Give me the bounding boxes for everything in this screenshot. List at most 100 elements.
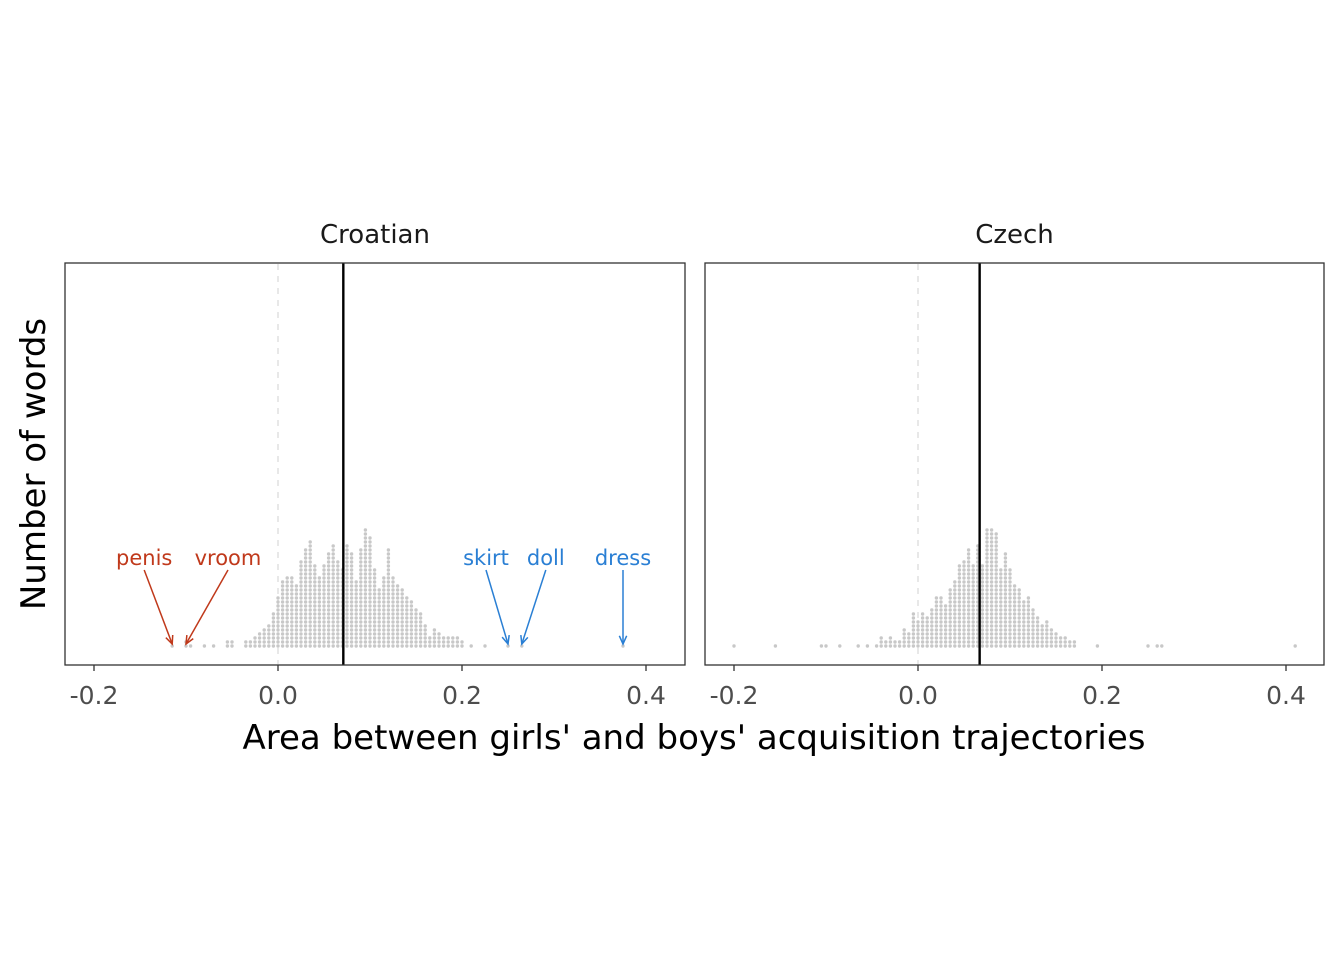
histogram-dot <box>322 584 326 588</box>
histogram-dot <box>322 628 326 632</box>
histogram-dot <box>994 612 998 616</box>
histogram-dot <box>294 588 299 592</box>
histogram-dot <box>934 636 939 640</box>
histogram-dot <box>971 640 975 644</box>
histogram-dot <box>911 624 916 628</box>
histogram-dot <box>372 640 377 644</box>
histogram-dot <box>299 584 303 588</box>
histogram-dot <box>934 604 939 608</box>
histogram-dot <box>386 636 391 640</box>
histogram-dot <box>966 636 971 640</box>
histogram-dot <box>962 636 966 640</box>
histogram-dot <box>939 624 943 628</box>
histogram-dot <box>985 552 989 556</box>
histogram-dot <box>382 580 386 584</box>
histogram-dot <box>276 624 280 628</box>
histogram-dot <box>1026 596 1031 600</box>
histogram-dot <box>400 600 404 604</box>
histogram-dot <box>971 604 975 608</box>
histogram-dot <box>989 580 994 584</box>
histogram-dot <box>363 620 368 624</box>
histogram-dot <box>368 592 372 596</box>
histogram-dot <box>902 632 906 636</box>
histogram-dot <box>326 576 331 580</box>
histogram-dot <box>372 644 377 648</box>
histogram-dot <box>455 636 460 640</box>
histogram-dot <box>400 608 404 612</box>
histogram-dot <box>994 544 998 548</box>
histogram-dot <box>966 572 971 576</box>
histogram-dot <box>469 644 473 648</box>
histogram-dot <box>313 620 317 624</box>
histogram-dot <box>409 608 414 612</box>
histogram-dot <box>1054 640 1058 644</box>
histogram-dot <box>980 584 985 588</box>
histogram-dot <box>994 608 998 612</box>
histogram-dot <box>391 640 395 644</box>
histogram-dot <box>322 568 326 572</box>
histogram-dot <box>354 632 358 636</box>
histogram-dot <box>962 600 966 604</box>
histogram-dot <box>299 596 303 600</box>
histogram-dot <box>414 624 418 628</box>
histogram-dot <box>980 596 985 600</box>
histogram-dot <box>999 576 1003 580</box>
histogram-dot <box>317 636 322 640</box>
histogram-dot <box>1008 620 1012 624</box>
histogram-dot <box>943 644 948 648</box>
histogram-dot <box>359 568 363 572</box>
histogram-dot <box>391 620 395 624</box>
histogram-dot <box>985 628 989 632</box>
panel-border <box>64 262 686 666</box>
histogram-dot <box>953 628 957 632</box>
histogram-dot <box>948 604 952 608</box>
histogram-dot <box>405 600 409 604</box>
histogram-dot <box>455 644 460 648</box>
histogram-dot <box>386 628 391 632</box>
histogram-dot <box>377 632 381 636</box>
histogram-dot <box>354 620 358 624</box>
histogram-dot <box>930 644 934 648</box>
histogram-dot <box>999 608 1003 612</box>
histogram-dot <box>285 588 289 592</box>
histogram-dot <box>290 576 294 580</box>
histogram-dot <box>299 644 303 648</box>
histogram-dot <box>386 560 391 564</box>
histogram-dot <box>939 636 943 640</box>
histogram-dot <box>303 572 308 576</box>
histogram-dot <box>326 560 331 564</box>
histogram-dot <box>363 588 368 592</box>
histogram-dot <box>1012 600 1017 604</box>
histogram-dot <box>331 596 335 600</box>
histogram-dot <box>317 612 322 616</box>
histogram-dot <box>1026 644 1031 648</box>
histogram-dot <box>1012 616 1017 620</box>
histogram-dot <box>345 576 349 580</box>
histogram-dot <box>368 632 372 636</box>
histogram-dot <box>322 588 326 592</box>
histogram-dot <box>971 588 975 592</box>
histogram-dot <box>856 644 860 648</box>
histogram-dot <box>331 556 335 560</box>
histogram-dot <box>336 600 340 604</box>
histogram-dot <box>966 600 971 604</box>
histogram-dot <box>1160 644 1164 648</box>
histogram-dot <box>299 600 303 604</box>
histogram-dot <box>317 616 322 620</box>
histogram-dot <box>386 616 391 620</box>
histogram-dot <box>966 588 971 592</box>
histogram-dot <box>395 624 400 628</box>
histogram-dot <box>980 636 985 640</box>
panel-title: Czech <box>975 220 1054 250</box>
histogram-dot <box>957 620 962 624</box>
histogram-dot <box>930 640 934 644</box>
histogram-dot <box>957 604 962 608</box>
histogram-dot <box>1012 620 1017 624</box>
histogram-dot <box>372 616 377 620</box>
histogram-dot <box>354 596 358 600</box>
histogram-dot <box>359 632 363 636</box>
histogram-dot <box>418 620 423 624</box>
histogram-dot <box>382 604 386 608</box>
histogram-dot <box>354 580 358 584</box>
histogram-dot <box>395 592 400 596</box>
